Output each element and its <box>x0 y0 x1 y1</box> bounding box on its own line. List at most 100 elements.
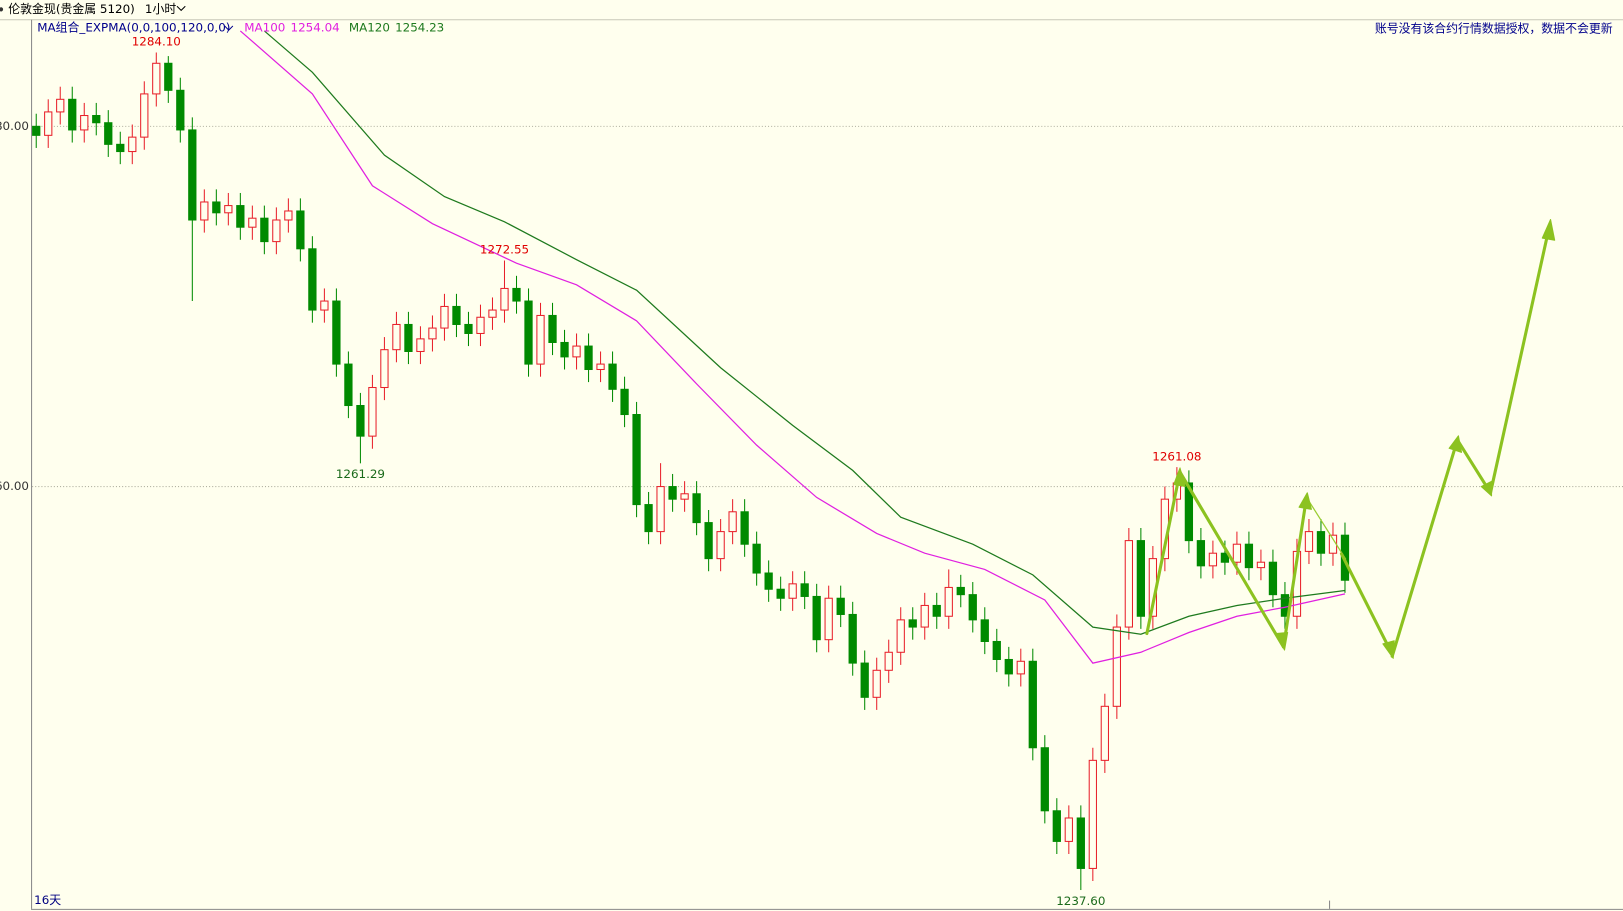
extreme-label: 1284.10 <box>132 35 181 49</box>
candle-body <box>980 619 989 642</box>
candle-body <box>332 300 341 365</box>
candle-body <box>32 125 41 136</box>
candle-body <box>596 363 605 371</box>
candle-body <box>788 583 797 599</box>
candle-body <box>1052 810 1061 842</box>
candle-body <box>812 595 821 641</box>
candle-body <box>1220 552 1230 563</box>
candle-body <box>632 414 641 506</box>
header-icon <box>0 7 4 12</box>
candle-body <box>92 115 101 124</box>
span-label: 16天 <box>34 893 61 907</box>
symbol-title[interactable]: 伦敦金现(贵金属 5120) <box>8 2 135 16</box>
candle-body <box>356 404 365 437</box>
candle-body <box>476 316 485 334</box>
candle-body <box>464 323 473 334</box>
candle-body <box>1016 660 1025 675</box>
candle-body <box>644 504 653 533</box>
period-dropdown[interactable] <box>176 5 186 12</box>
candle-body <box>1196 540 1206 567</box>
candle-body <box>500 287 509 311</box>
candle-body <box>716 531 725 560</box>
extreme-label: 1272.55 <box>480 243 529 257</box>
candle-body <box>152 62 161 95</box>
candle-body <box>692 493 701 524</box>
candle-body <box>308 248 317 311</box>
candle-body <box>128 136 137 153</box>
candle-body <box>608 363 617 390</box>
forecast-arrow <box>1390 224 1552 658</box>
candle-body <box>992 640 1001 661</box>
candle-body <box>56 98 65 113</box>
candle-body <box>68 98 77 131</box>
candle-body <box>740 511 749 545</box>
candle-body <box>224 205 233 214</box>
candle-body <box>824 597 833 641</box>
forecast-arrow <box>1339 552 1394 656</box>
candle-body <box>1064 817 1073 842</box>
candle-body <box>1208 552 1218 567</box>
candle-body <box>284 210 293 221</box>
candle-body <box>80 115 89 131</box>
candle-body <box>392 323 401 351</box>
legend-value: 1254.23 <box>395 21 444 35</box>
forecast-drawing <box>1145 218 1556 659</box>
candle-body <box>752 543 761 574</box>
candle-body <box>620 388 629 416</box>
plot: 1280.00 1260.00 1284.10 1272.55 1261.29 1261.… <box>0 30 1623 908</box>
candle-body <box>656 486 665 533</box>
candle-body <box>704 522 713 560</box>
candle-body <box>416 338 425 352</box>
candle-body <box>560 341 569 358</box>
candle-body <box>200 201 209 221</box>
candle-body <box>860 662 869 698</box>
candle-body <box>680 493 689 500</box>
extreme-label: 1261.08 <box>1152 449 1201 463</box>
indicator-dropdown[interactable] <box>224 25 234 31</box>
forecast-arrow <box>1281 497 1308 649</box>
extreme-label: 1261.29 <box>336 467 385 481</box>
forecast-arrow <box>1145 470 1182 636</box>
candle-body <box>872 669 881 698</box>
candle-body <box>1232 543 1242 563</box>
candle-body <box>344 363 353 407</box>
candle-body <box>1112 626 1121 707</box>
legend-value: 1254.04 <box>291 21 340 35</box>
candle-body <box>440 305 449 329</box>
legend-name: MA120 <box>349 21 390 35</box>
candle-body <box>212 201 221 214</box>
candle-body <box>968 594 977 621</box>
period[interactable]: 1小时 <box>145 2 176 16</box>
extreme-label: 1237.60 <box>1056 894 1105 908</box>
notice: 账号没有该合约行情数据授权，数据不会更新 <box>1375 22 1613 36</box>
candle-body <box>668 486 677 500</box>
candle-body <box>488 309 497 318</box>
candle-body <box>932 604 941 617</box>
candle-body <box>188 129 197 221</box>
candle-body <box>944 586 953 617</box>
candle-body <box>404 323 413 352</box>
indicator[interactable]: MA组合_EXPMA(0,0,100,120,0,0) <box>37 21 230 35</box>
candle-body <box>320 300 329 311</box>
candle-body <box>296 210 305 250</box>
candle-body <box>1184 482 1194 542</box>
candle-body <box>836 597 845 615</box>
candle-body <box>260 217 269 243</box>
y-tick-label: 1260.00 <box>0 479 29 493</box>
candle-body <box>1268 561 1278 596</box>
candle-body <box>452 305 461 325</box>
header-bar <box>0 0 1623 20</box>
arrow-heads <box>1173 218 1556 659</box>
candle-body <box>1124 540 1133 628</box>
candle-body <box>896 619 905 653</box>
candle-body <box>848 613 857 664</box>
candle-body <box>884 651 893 671</box>
candle-body <box>728 511 737 533</box>
candle-body <box>116 143 125 153</box>
candle-body <box>104 122 113 145</box>
candle-body <box>800 583 809 597</box>
candle-body <box>1004 658 1013 675</box>
ma-line <box>239 30 1346 664</box>
